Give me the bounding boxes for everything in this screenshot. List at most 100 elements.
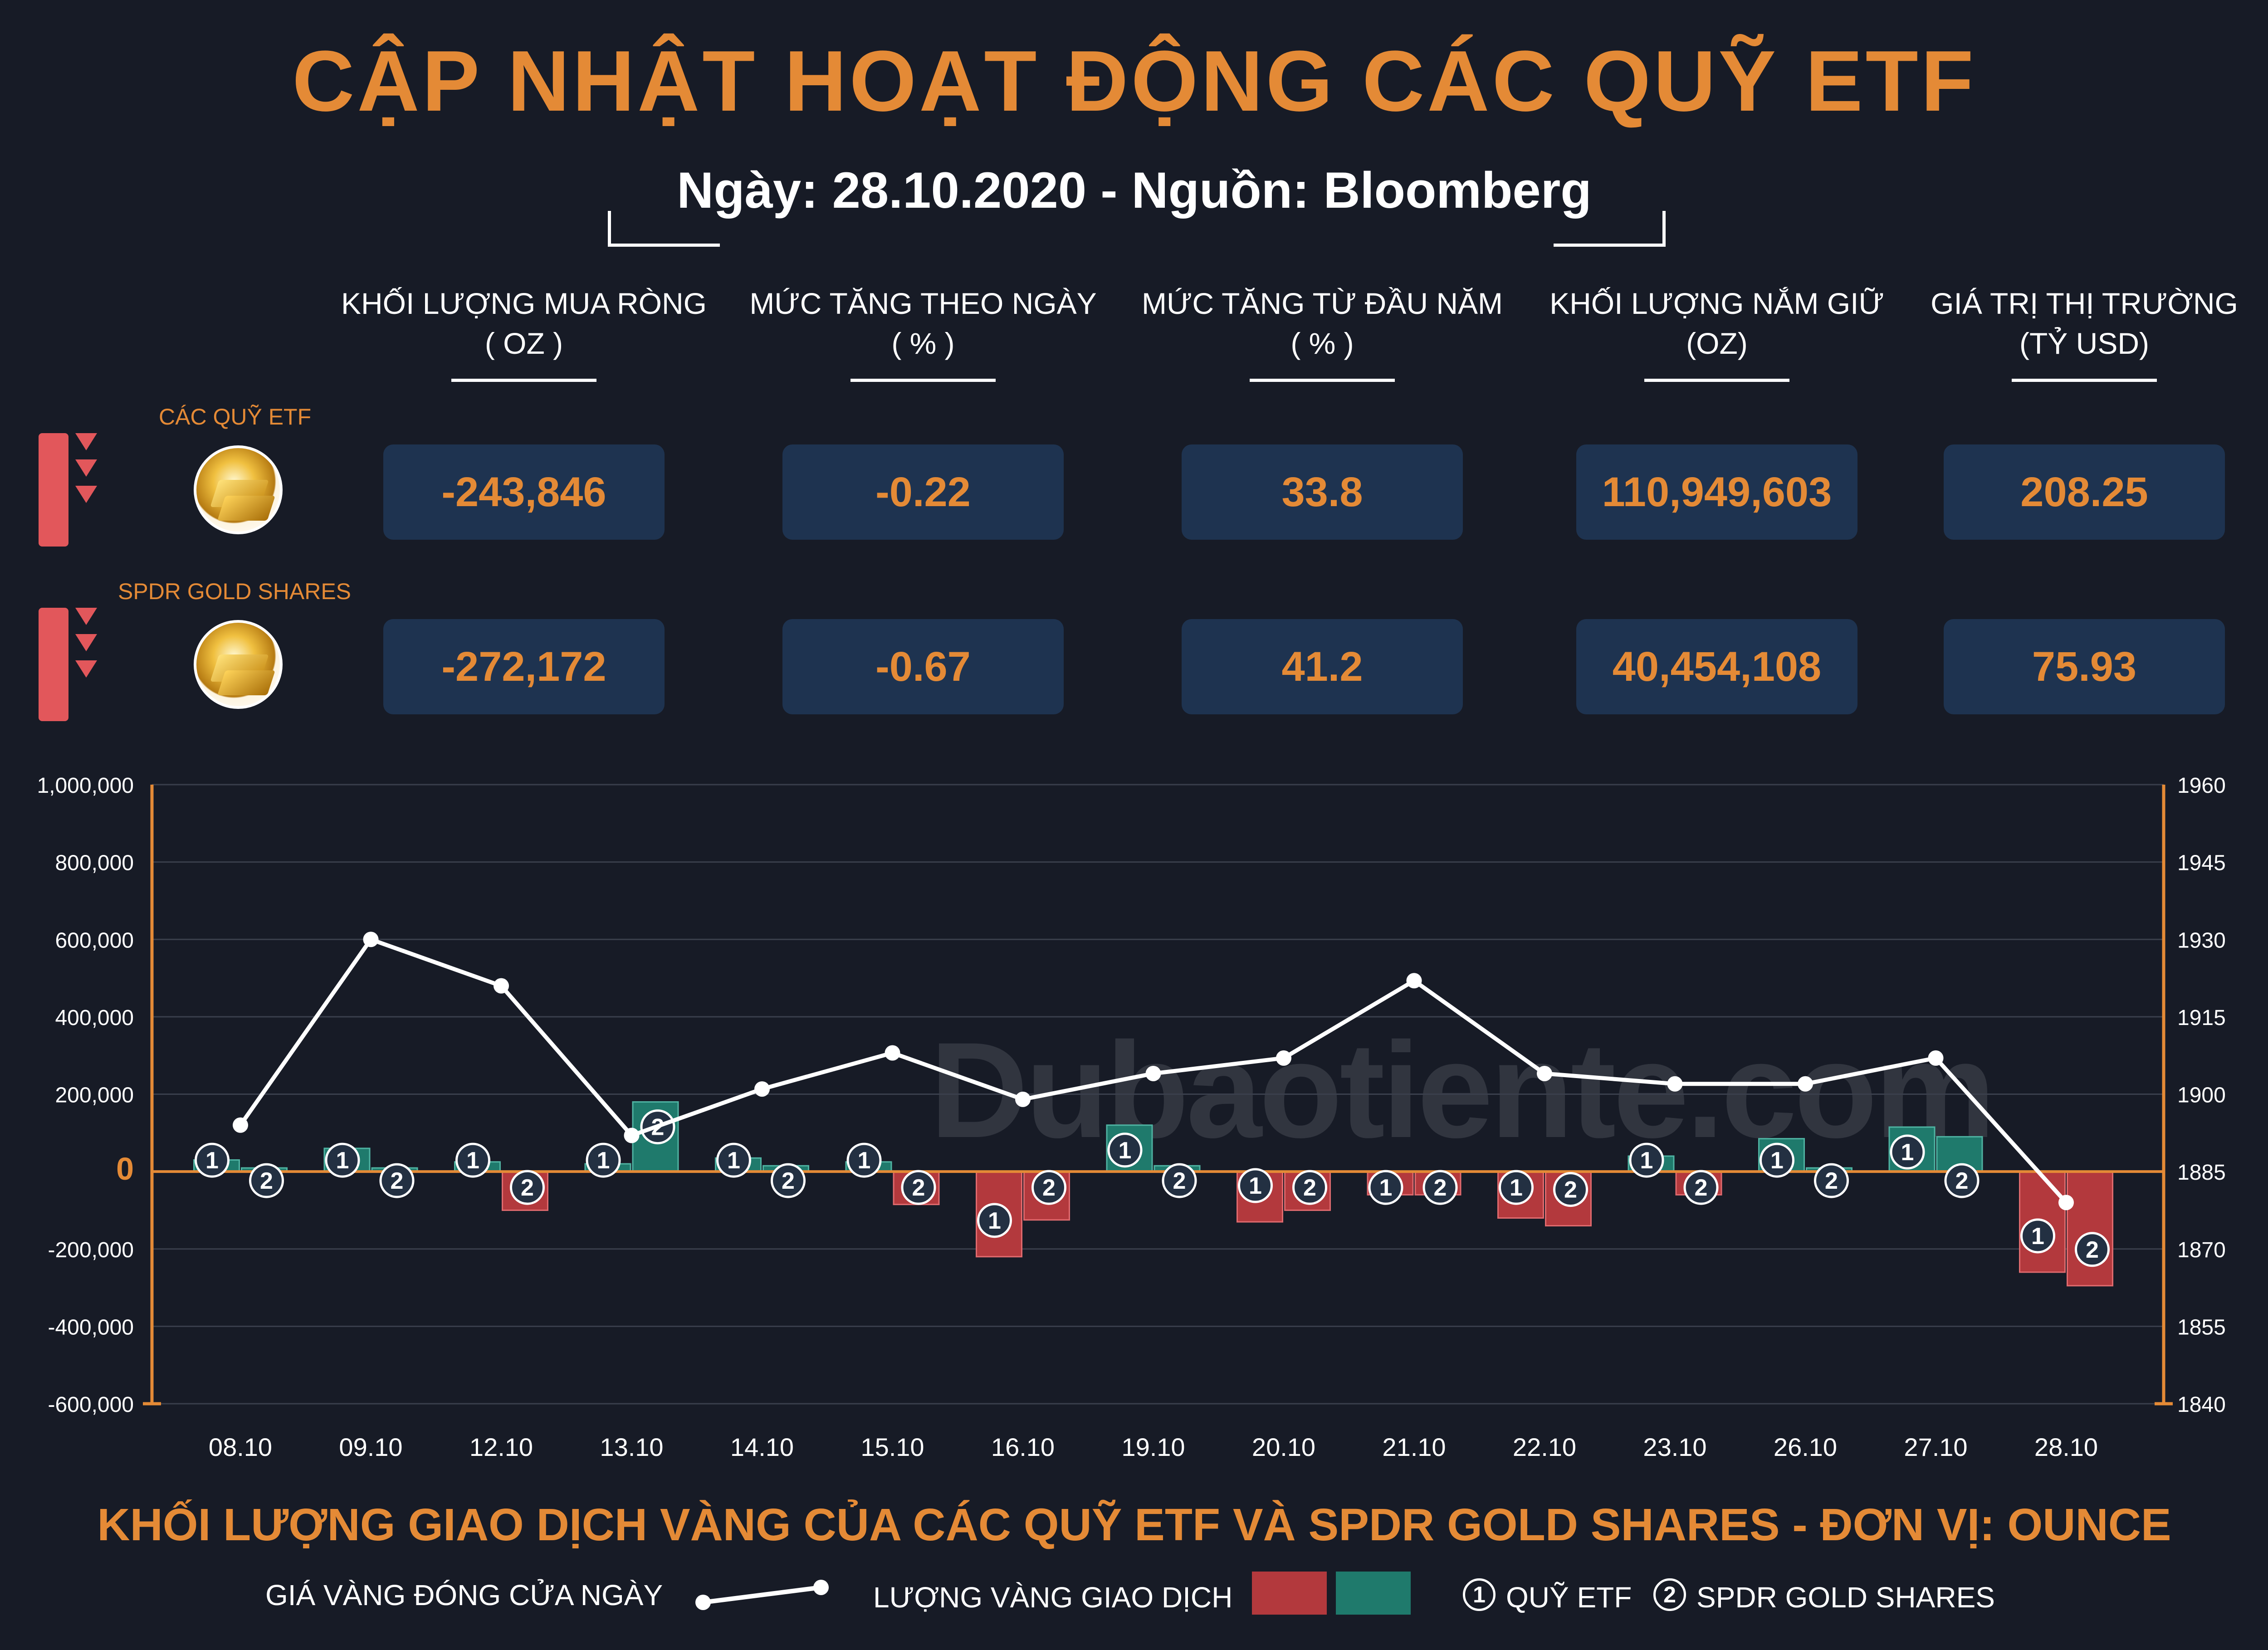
spdr-bar xyxy=(1936,1136,1983,1172)
series-marker-label: 2 xyxy=(260,1168,273,1194)
right-axis-tick-label: 1855 xyxy=(2177,1315,2226,1339)
x-axis-tick-label: 28.10 xyxy=(2034,1433,2098,1461)
down-arrow-icon xyxy=(75,433,97,450)
series-marker-label: 2 xyxy=(391,1168,404,1194)
series-marker-label: 1 xyxy=(1510,1175,1523,1201)
right-axis-tick-label: 1840 xyxy=(2177,1393,2226,1417)
series-marker-label: 2 xyxy=(1955,1168,1969,1194)
series-marker-label: 1 xyxy=(1379,1175,1393,1201)
legend-marker-1-icon: 1 xyxy=(1463,1578,1496,1611)
bracket-left xyxy=(608,211,720,247)
series-marker-icon xyxy=(325,1142,360,1178)
column-header-underline xyxy=(1250,379,1395,382)
decline-indicator-bar xyxy=(39,608,68,721)
value-cell: 41.2 xyxy=(1182,619,1463,714)
x-axis-tick-label: 19.10 xyxy=(1121,1433,1185,1461)
legend-line-label: GIÁ VÀNG ĐÓNG CỬA NGÀY xyxy=(265,1579,663,1611)
legend-bars-label: LƯỢNG VÀNG GIAO DỊCH xyxy=(873,1581,1233,1614)
series-marker-label: 2 xyxy=(1564,1177,1577,1203)
down-arrow-icon xyxy=(75,608,97,625)
series-marker-icon xyxy=(249,1163,284,1198)
series-marker-label: 2 xyxy=(1695,1175,1708,1201)
series-marker-icon xyxy=(1944,1163,1980,1198)
gold-bar-icon xyxy=(194,445,283,534)
series-marker-label: 1 xyxy=(1770,1147,1784,1174)
gold-price-point xyxy=(1015,1091,1031,1107)
down-arrow-icon xyxy=(75,660,97,678)
gold-price-point xyxy=(1145,1066,1161,1081)
series-marker-icon xyxy=(1422,1170,1458,1205)
left-axis-tick-label: -600,000 xyxy=(48,1393,134,1417)
gold-price-point xyxy=(1667,1076,1683,1092)
gold-price-point xyxy=(754,1081,770,1097)
gold-price-point xyxy=(494,978,509,994)
series-marker-icon xyxy=(771,1163,806,1198)
left-axis-tick-label: 800,000 xyxy=(55,851,134,875)
series-marker-label: 1 xyxy=(988,1208,1001,1234)
bracket-right xyxy=(1554,211,1666,247)
down-arrow-icon xyxy=(75,634,97,651)
gold-price-point xyxy=(624,1128,640,1143)
gold-price-point xyxy=(1276,1050,1291,1066)
series-marker-icon xyxy=(1553,1172,1588,1207)
x-axis-tick-label: 14.10 xyxy=(730,1433,794,1461)
value-cell: 110,949,603 xyxy=(1576,444,1857,540)
column-header-3: MỨC TĂNG TỪ ĐẦU NĂM ( % ) xyxy=(1118,283,1526,363)
x-axis-tick-label: 20.10 xyxy=(1252,1433,1315,1461)
series-marker-label: 2 xyxy=(1173,1168,1186,1194)
legend-line-icon xyxy=(695,1580,829,1610)
series-marker-icon xyxy=(2075,1232,2110,1267)
column-header-line2: (OZ) xyxy=(1686,327,1748,360)
left-axis-tick-label: -400,000 xyxy=(48,1315,134,1339)
right-axis-tick-label: 1900 xyxy=(2177,1084,2226,1108)
down-arrow-icon xyxy=(75,459,97,477)
value-cell: -272,172 xyxy=(383,619,665,714)
series-marker-label: 1 xyxy=(597,1147,610,1174)
series-marker-label: 2 xyxy=(2086,1237,2099,1263)
value-cell: -243,846 xyxy=(383,444,665,540)
gold-price-point xyxy=(2058,1195,2074,1211)
series-marker-icon xyxy=(1629,1142,1664,1178)
series-marker-label: 1 xyxy=(2031,1223,2044,1250)
series-marker-icon xyxy=(1292,1170,1327,1205)
series-marker-label: 1 xyxy=(1249,1173,1262,1199)
right-axis-tick-label: 1870 xyxy=(2177,1238,2226,1262)
row-label: SPDR GOLD SHARES xyxy=(118,579,352,604)
series-marker-icon xyxy=(1890,1134,1925,1170)
series-marker-icon xyxy=(1238,1168,1273,1203)
column-header-line1: GIÁ TRỊ THỊ TRƯỜNG xyxy=(1931,287,2238,320)
series-marker-icon xyxy=(379,1163,415,1198)
series-marker-label: 1 xyxy=(1901,1139,1914,1166)
spdr-bar xyxy=(2067,1171,2113,1287)
right-axis-tick-label: 1930 xyxy=(2177,928,2226,952)
down-arrow-icon xyxy=(75,486,97,503)
gold-price-point xyxy=(363,932,379,947)
right-axis-tick-label: 1945 xyxy=(2177,851,2226,875)
series-marker-icon xyxy=(1368,1170,1403,1205)
legend-swatch-negative xyxy=(1252,1572,1327,1615)
right-axis-tick-label: 1885 xyxy=(2177,1161,2226,1185)
column-header-2: MỨC TĂNG THEO NGÀY ( % ) xyxy=(719,283,1127,363)
left-axis-tick-label: 1,000,000 xyxy=(37,774,134,798)
left-axis-tick-label: 200,000 xyxy=(55,1084,134,1108)
column-header-line2: ( OZ ) xyxy=(484,327,563,360)
left-axis-tick-label: 600,000 xyxy=(55,928,134,952)
chart-title: KHỐI LƯỢNG GIAO DỊCH VÀNG CỦA CÁC QUỸ ET… xyxy=(97,1499,2171,1550)
series-marker-icon xyxy=(1814,1163,1849,1198)
column-header-line1: KHỐI LƯỢNG MUA RÒNG xyxy=(341,287,707,320)
x-axis-tick-label: 08.10 xyxy=(209,1433,272,1461)
row-label: CÁC QUỸ ETF xyxy=(159,404,312,430)
series-marker-icon xyxy=(901,1170,936,1205)
value-cell: -0.22 xyxy=(782,444,1064,540)
x-axis-tick-label: 26.10 xyxy=(1774,1433,1837,1461)
x-axis-tick-label: 22.10 xyxy=(1513,1433,1576,1461)
left-axis-tick-label: -200,000 xyxy=(48,1238,134,1262)
series-marker-label: 1 xyxy=(1640,1147,1653,1174)
series-marker-icon xyxy=(1107,1133,1143,1168)
x-axis-tick-label: 27.10 xyxy=(1904,1433,1967,1461)
page-subtitle: Ngày: 28.10.2020 - Nguồn: Bloomberg xyxy=(677,162,1592,219)
gold-bar-icon xyxy=(194,620,283,709)
gold-price-point xyxy=(1928,1050,1944,1066)
series-marker-icon xyxy=(1683,1170,1719,1205)
series-marker-icon xyxy=(1760,1142,1794,1178)
